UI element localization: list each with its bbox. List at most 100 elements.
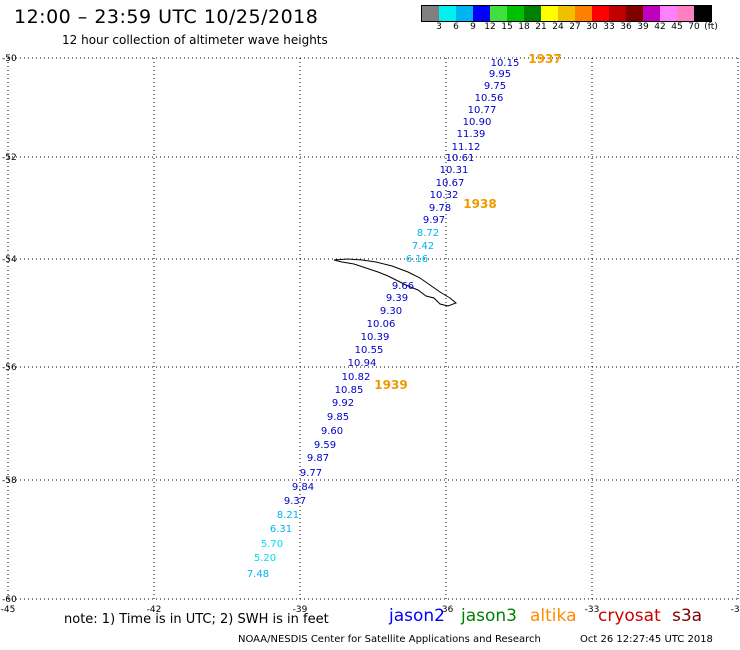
scale-label: 39 <box>637 22 649 32</box>
wave-height-value: 9.87 <box>307 453 329 464</box>
scale-label: 33 <box>603 22 615 32</box>
footer-credit: NOAA/NESDIS Center for Satellite Applica… <box>238 634 541 645</box>
satellite-legend-item: jason3 <box>461 606 517 626</box>
scale-swatch <box>643 6 660 21</box>
satellite-legend-item: jason2 <box>389 606 445 626</box>
scale-swatch <box>626 6 643 21</box>
scale-label: 45 <box>671 22 683 32</box>
scale-label: 27 <box>569 22 581 32</box>
lat-tick-label: -56 <box>2 363 17 373</box>
scale-swatch <box>439 6 456 21</box>
wave-height-value: 6.16 <box>406 254 428 265</box>
wave-height-value: 10.94 <box>348 358 377 369</box>
wave-height-value: 10.67 <box>436 178 465 189</box>
scale-label: 3 <box>436 22 442 32</box>
lon-tick-label: -30 <box>731 605 740 615</box>
scale-swatch <box>490 6 507 21</box>
scale-label: 18 <box>518 22 530 32</box>
lon-tick-label: -42 <box>147 605 162 615</box>
lon-tick-label: -33 <box>585 605 600 615</box>
lat-tick-label: -54 <box>2 255 17 265</box>
wave-height-value: 10.06 <box>367 319 396 330</box>
scale-swatch <box>541 6 558 21</box>
wave-height-value: 9.95 <box>489 69 511 80</box>
color-scale-bar <box>421 5 712 22</box>
note-text: note: 1) Time is in UTC; 2) SWH is in fe… <box>64 612 329 627</box>
scale-swatch <box>609 6 626 21</box>
wave-height-value: 9.78 <box>429 203 451 214</box>
wave-height-value: 10.55 <box>355 345 384 356</box>
wave-height-value: 9.85 <box>327 412 349 423</box>
scale-swatch <box>456 6 473 21</box>
scale-swatch <box>473 6 490 21</box>
lon-tick-label: -39 <box>293 605 308 615</box>
wave-height-value: 9.37 <box>284 496 306 507</box>
wave-height-value: 7.42 <box>412 241 434 252</box>
wave-height-value: 10.32 <box>430 190 459 201</box>
wave-height-value: 9.75 <box>484 81 506 92</box>
footer-date: Oct 26 12:27:45 UTC 2018 <box>580 634 713 645</box>
scale-swatch <box>660 6 677 21</box>
scale-swatch <box>592 6 609 21</box>
pass-number-label: 1937 <box>528 52 561 66</box>
lat-tick-label: -50 <box>2 54 17 64</box>
south-georgia-island <box>333 258 457 307</box>
wave-height-value: 9.97 <box>423 215 445 226</box>
lat-lon-grid: -45 -42 -39 -36 -33 -30 -50 -52 -54 -56 -58 -60 <box>1 54 740 615</box>
wave-height-value: 5.70 <box>261 539 283 550</box>
scale-label: 42 <box>654 22 666 32</box>
map-title: 12:00 – 23:59 UTC 10/25/2018 <box>14 6 319 28</box>
lat-tick-label: -58 <box>2 476 17 486</box>
wave-height-value: 10.15 <box>491 58 520 69</box>
wave-height-value: 10.90 <box>463 117 492 128</box>
wave-height-value: 5.20 <box>254 553 276 564</box>
pass-labels: 1937 1938 1939 <box>374 52 561 392</box>
scale-swatch <box>694 6 711 21</box>
scale-label: 24 <box>552 22 564 32</box>
scale-swatch <box>422 6 439 21</box>
scale-swatch <box>677 6 694 21</box>
wave-height-value: 9.66 <box>392 281 414 292</box>
wave-height-value: 10.31 <box>440 165 469 176</box>
scale-label: 70 <box>688 22 700 32</box>
scale-swatch <box>507 6 524 21</box>
satellite-legend-item: s3a <box>672 606 703 626</box>
wave-height-value: 10.85 <box>335 385 364 396</box>
scale-swatch <box>524 6 541 21</box>
scale-label: 30 <box>586 22 598 32</box>
lat-tick-label: -60 <box>2 595 17 605</box>
scale-label: (ft) <box>704 22 718 32</box>
wave-height-value: 9.92 <box>332 398 354 409</box>
wave-height-value: 10.61 <box>446 153 475 164</box>
wave-height-value: 6.31 <box>270 524 292 535</box>
lat-tick-label: -52 <box>2 153 17 163</box>
wave-height-value: 9.59 <box>314 440 336 451</box>
wave-height-value: 8.72 <box>417 228 439 239</box>
wave-height-value: 10.56 <box>475 93 504 104</box>
wave-height-value: 9.84 <box>292 482 314 493</box>
scale-label: 12 <box>484 22 496 32</box>
wave-height-value: 9.60 <box>321 426 343 437</box>
scale-swatch <box>575 6 592 21</box>
lon-tick-label: -36 <box>439 605 454 615</box>
lon-tick-label: -45 <box>1 605 16 615</box>
scale-label: 6 <box>453 22 459 32</box>
scale-label: 21 <box>535 22 547 32</box>
wave-height-value: 7.48 <box>247 569 269 580</box>
wave-height-value: 9.30 <box>380 306 402 317</box>
wave-height-value: 10.82 <box>342 372 371 383</box>
map-subtitle: 12 hour collection of altimeter wave hei… <box>62 33 328 47</box>
pass-number-label: 1939 <box>374 378 407 392</box>
scale-label: 9 <box>470 22 476 32</box>
scale-label: 15 <box>501 22 513 32</box>
wave-height-value: 10.39 <box>361 332 390 343</box>
wave-height-value: 9.77 <box>300 468 322 479</box>
observation-track: 10.159.959.7510.5610.7710.9011.3911.1210… <box>247 58 519 580</box>
scale-label: 36 <box>620 22 632 32</box>
wave-height-value: 11.12 <box>452 142 481 153</box>
scale-swatch <box>558 6 575 21</box>
wave-height-value: 8.21 <box>277 510 299 521</box>
wave-height-value: 11.39 <box>457 129 486 140</box>
satellite-legend-item: altika <box>530 606 577 626</box>
